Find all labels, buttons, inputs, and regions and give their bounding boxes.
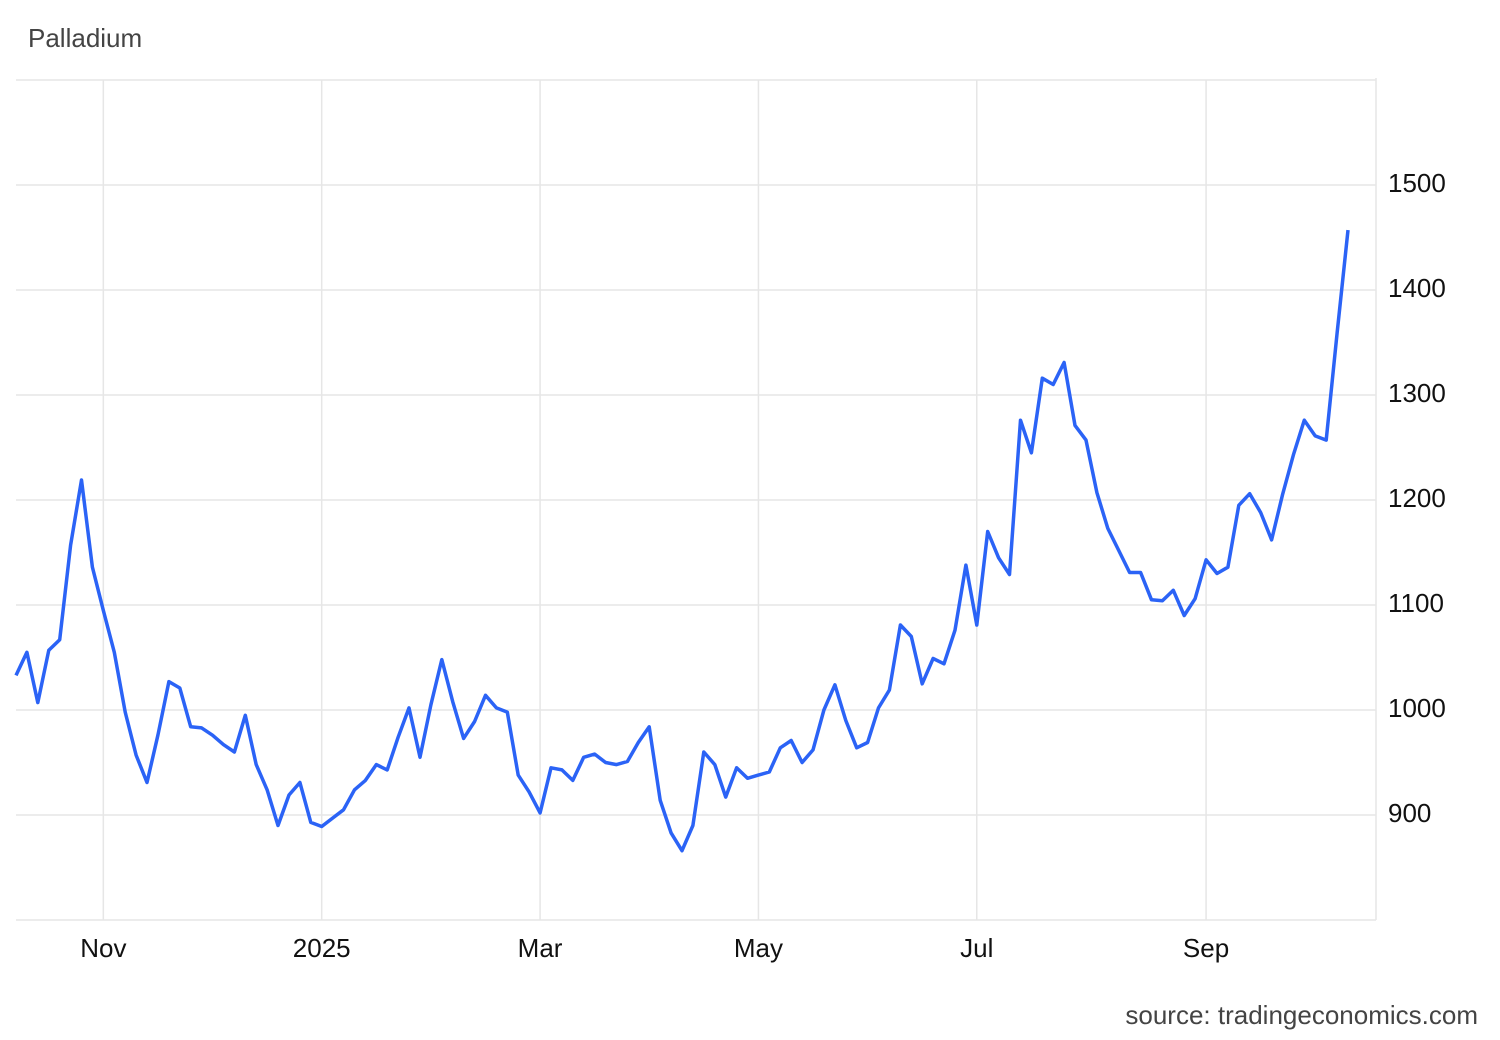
chart-title: Palladium: [28, 23, 142, 53]
y-tick-label: 1400: [1388, 273, 1446, 303]
x-tick-label: May: [734, 933, 783, 963]
x-tick-label: Mar: [518, 933, 563, 963]
y-tick-label: 1200: [1388, 483, 1446, 513]
x-tick-label: Nov: [80, 933, 126, 963]
y-tick-label: 1500: [1388, 168, 1446, 198]
x-tick-label: Jul: [960, 933, 993, 963]
x-tick-label: 2025: [293, 933, 351, 963]
price-line: [14, 229, 1350, 853]
y-tick-label: 900: [1388, 798, 1431, 828]
y-tick-label: 1000: [1388, 693, 1446, 723]
y-tick-label: 1100: [1388, 588, 1444, 618]
y-tick-label: 1300: [1388, 378, 1446, 408]
source: source: tradingeconomics.com: [1125, 1000, 1478, 1030]
x-tick-label: Sep: [1183, 933, 1229, 963]
